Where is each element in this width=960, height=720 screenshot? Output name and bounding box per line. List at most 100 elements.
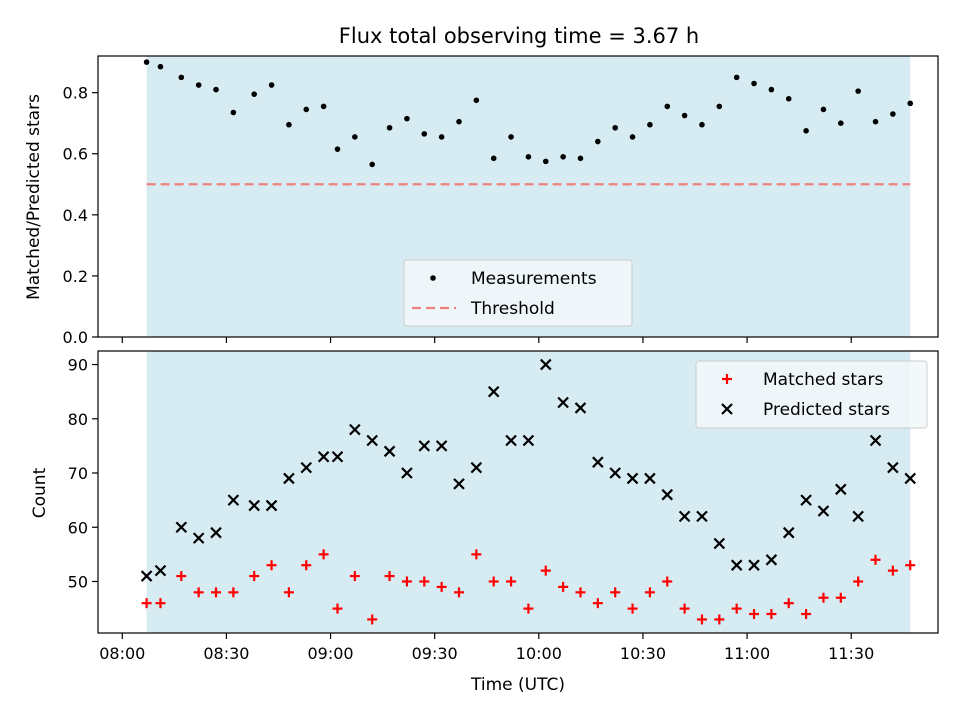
matched-stars-point — [835, 592, 846, 603]
predicted-stars-point — [765, 554, 778, 566]
y-tick-label: 0.0 — [63, 328, 88, 347]
predicted-stars-point — [505, 434, 517, 447]
measurement-point — [733, 74, 740, 81]
measurement-point — [803, 128, 809, 134]
measurement-point — [320, 103, 327, 110]
y-tick-label: 80 — [68, 410, 88, 429]
measurement-point — [473, 97, 480, 104]
y-tick-label: 0.6 — [63, 145, 88, 164]
predicted-stars-point — [175, 521, 188, 534]
matched-stars-point — [523, 603, 534, 614]
predicted-stars-point — [644, 472, 656, 485]
x-tick-label: 08:30 — [203, 644, 249, 663]
matched-stars-point — [283, 587, 294, 598]
matched-stars-point — [679, 603, 690, 614]
y-tick-label: 0.2 — [63, 267, 88, 286]
matched-stars-point — [419, 576, 430, 587]
measurement-point — [560, 153, 566, 160]
predicted-stars-point — [904, 472, 917, 485]
matched-stars-point — [627, 603, 638, 614]
measurement-point — [508, 134, 514, 140]
measurement-point — [178, 74, 185, 81]
measurement-point — [647, 121, 653, 128]
x-tick-label: 09:30 — [412, 644, 458, 663]
measurement-point — [490, 155, 497, 162]
predicted-stars-point — [331, 450, 344, 463]
matched-stars-point — [384, 571, 395, 582]
predicted-stars-point — [210, 526, 222, 539]
measurement-point — [612, 124, 618, 131]
predicted-stars-point — [265, 499, 278, 512]
matched-stars-point — [266, 560, 277, 571]
matched-stars-point — [228, 587, 239, 598]
matched-stars-point — [471, 549, 482, 560]
matched-stars-point — [887, 565, 898, 576]
legend-threshold-label: Threshold — [470, 299, 555, 319]
predicted-stars-point — [401, 467, 413, 479]
predicted-stars-point — [852, 510, 864, 523]
matched-stars-point — [349, 571, 360, 582]
measurement-point — [195, 82, 202, 88]
measurement-point — [369, 161, 376, 168]
measurement-point — [577, 155, 584, 162]
matched-stars-point — [453, 587, 464, 598]
measurement-point — [268, 82, 275, 88]
measurement-point — [143, 59, 150, 65]
predicted-stars-point — [366, 434, 378, 447]
predicted-stars-point — [678, 510, 691, 523]
measurement-point — [542, 158, 549, 165]
measurement-point — [785, 95, 792, 102]
matched-stars-point — [783, 598, 794, 609]
matched-stars-point — [506, 576, 517, 587]
predicted-stars-point — [539, 358, 552, 371]
legend-predicted-label: Predicted stars — [763, 400, 890, 420]
measurement-point — [751, 80, 757, 87]
predicted-stars-point — [730, 559, 743, 571]
x-tick-label: 10:30 — [620, 644, 666, 663]
legend-measurements-label: Measurements — [471, 269, 597, 289]
predicted-stars-point — [574, 402, 587, 414]
legend-matched-marker — [722, 374, 732, 384]
ratio-x-ticks — [121, 337, 852, 343]
matched-stars-point — [818, 592, 829, 603]
matched-stars-point — [662, 576, 673, 587]
count-points — [140, 358, 917, 625]
measurement-point — [681, 112, 688, 119]
x-tick-label: 11:00 — [724, 644, 770, 663]
count-axes-frame — [97, 350, 939, 634]
matched-stars-point — [592, 598, 603, 609]
matched-stars-point — [193, 587, 204, 598]
matched-stars-point — [249, 571, 260, 582]
ratio-y-label: Matched/Predicted stars — [24, 94, 44, 300]
predicted-stars-point — [592, 456, 604, 468]
ratio-legend-box — [403, 259, 633, 327]
ratio-legend: Measurements Threshold — [403, 259, 633, 327]
predicted-stars-point — [192, 532, 205, 544]
y-tick-label: 0.4 — [63, 206, 88, 225]
ratio-axes-frame — [97, 55, 939, 338]
count-x-ticks: 08:00 08:30 09:00 09:30 10:00 10:30 11:00 11:30 — [99, 633, 874, 663]
predicted-stars-point — [383, 445, 396, 458]
matched-stars-point — [332, 603, 343, 614]
y-tick-label: 90 — [68, 356, 88, 375]
x-tick-label: 08:00 — [99, 644, 145, 663]
matched-stars-point — [766, 609, 777, 620]
measurement-point — [907, 100, 914, 107]
predicted-stars-point — [817, 505, 830, 517]
ratio-panel: 0.00.20.40.60.8 Matched/Predicted stars … — [24, 55, 939, 347]
matched-stars-point — [488, 576, 499, 587]
measurement-point — [768, 86, 775, 93]
measurement-point — [699, 121, 705, 128]
ratio-points — [143, 59, 914, 168]
count-y-ticks: 50 60 70 80 90 — [68, 356, 98, 591]
predicted-stars-point — [154, 564, 167, 577]
count-legend-box — [695, 360, 928, 429]
measurement-point — [664, 103, 671, 110]
measurement-point — [820, 106, 827, 113]
predicted-stars-point — [557, 396, 569, 409]
matched-stars-point — [401, 576, 412, 587]
measurement-point — [855, 88, 861, 94]
predicted-stars-point — [748, 559, 760, 571]
x-tick-label: 09:00 — [308, 644, 354, 663]
